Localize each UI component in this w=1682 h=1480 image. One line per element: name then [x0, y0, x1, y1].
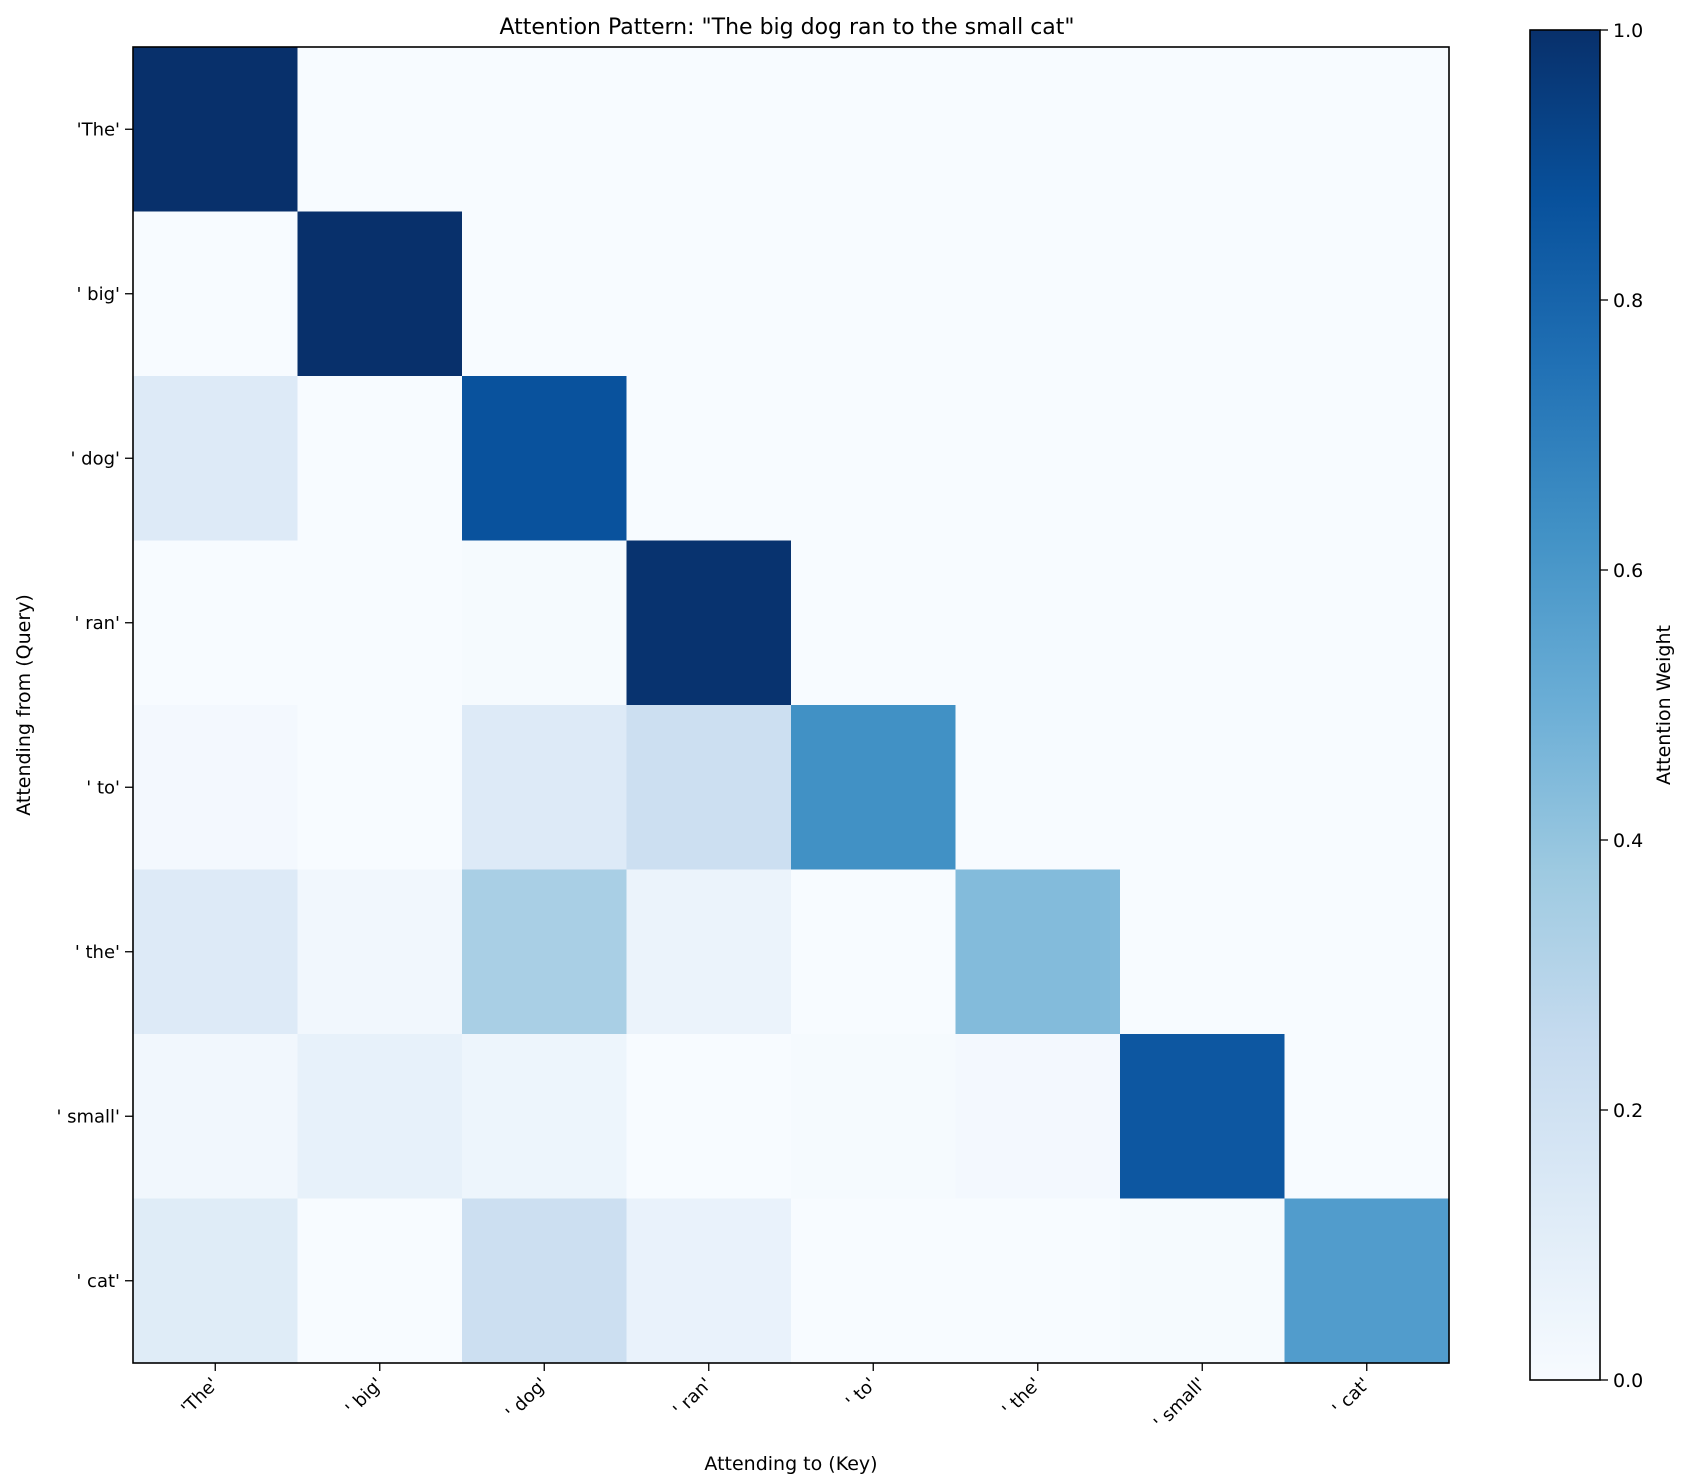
heatmap-cell	[133, 705, 299, 871]
heatmap-cells	[133, 47, 1450, 1364]
y-tick-label: ' dog'	[71, 448, 120, 469]
heatmap-cell	[1284, 705, 1450, 871]
heatmap-cell	[1120, 1198, 1286, 1364]
y-axis: 'The' ' big' ' dog' ' ran' ' to' ' the' ' smal…	[56, 119, 133, 1292]
x-tick-label: ' dog'	[502, 1374, 552, 1424]
heatmap-cell	[133, 1198, 299, 1364]
y-axis-label: Attending from (Query)	[13, 594, 35, 816]
heatmap-cell	[1284, 376, 1450, 542]
x-tick-label: 'The'	[177, 1374, 223, 1420]
heatmap-cell	[791, 540, 957, 706]
colorbar-gradient	[1530, 30, 1600, 1380]
heatmap-cell	[626, 705, 792, 871]
heatmap-cell	[133, 869, 299, 1035]
heatmap-cell	[626, 1198, 792, 1364]
heatmap-cell	[133, 540, 299, 706]
heatmap-cell	[462, 540, 628, 706]
colorbar-tick-label: 1.0	[1613, 20, 1643, 42]
heatmap-cell	[462, 47, 628, 213]
heatmap-cell	[626, 376, 792, 542]
heatmap-cell	[462, 1198, 628, 1364]
heatmap-cell	[1284, 540, 1450, 706]
plot-frame	[132, 46, 1450, 1364]
heatmap-cell	[133, 1034, 299, 1200]
colorbar-tick-label: 0.0	[1613, 1370, 1643, 1392]
heatmap-cell	[626, 869, 792, 1035]
heatmap-cell	[462, 869, 628, 1035]
x-tick-label: ' cat'	[1329, 1374, 1375, 1420]
x-tick-label: ' to'	[842, 1374, 881, 1413]
heatmap-cell	[297, 211, 463, 377]
heatmap-cell	[297, 540, 463, 706]
heatmap-cell	[297, 869, 463, 1035]
heatmap-cell	[297, 47, 463, 213]
heatmap-cell	[955, 47, 1121, 213]
heatmap-cell	[297, 1198, 463, 1364]
y-tick-label: ' to'	[86, 777, 120, 798]
heatmap-cell	[1284, 211, 1450, 377]
heatmap-cell	[1120, 869, 1286, 1035]
heatmap-cell	[1284, 1198, 1450, 1364]
y-tick-label: 'The'	[77, 119, 120, 140]
heatmap-cell	[955, 705, 1121, 871]
heatmap-cell	[791, 705, 957, 871]
y-tick-label: ' ran'	[75, 613, 120, 634]
colorbar-label: Attention Weight	[1653, 625, 1675, 785]
heatmap-cell	[462, 705, 628, 871]
heatmap-cell	[791, 211, 957, 377]
colorbar-tick-label: 0.4	[1613, 830, 1643, 852]
y-tick-label: ' small'	[56, 1106, 120, 1127]
heatmap-cell	[133, 376, 299, 542]
heatmap-cell	[626, 540, 792, 706]
heatmap-cell	[462, 376, 628, 542]
heatmap-cell	[791, 47, 957, 213]
heatmap-cell	[1120, 705, 1286, 871]
x-tick-label: ' small'	[1150, 1374, 1210, 1434]
heatmap-cell	[297, 1034, 463, 1200]
heatmap-cell	[626, 211, 792, 377]
heatmap-cell	[462, 1034, 628, 1200]
heatmap-cell	[791, 1034, 957, 1200]
heatmap-cell	[955, 376, 1121, 542]
heatmap-cell	[462, 211, 628, 377]
chart-title: Attention Pattern: "The big dog ran to t…	[499, 15, 1074, 40]
heatmap-cell	[1284, 869, 1450, 1035]
heatmap-cell	[1120, 211, 1286, 377]
colorbar-frame	[1529, 29, 1601, 1381]
heatmap-cell	[791, 376, 957, 542]
colorbar-axis: 0.0 0.2 0.4 0.6 0.8 1.0	[1600, 20, 1643, 1392]
heatmap-cell	[1120, 540, 1286, 706]
heatmap-cell	[297, 376, 463, 542]
x-axis-label: Attending to (Key)	[704, 1453, 877, 1475]
x-tick-label: ' ran'	[669, 1374, 716, 1421]
heatmap-cell	[1284, 47, 1450, 213]
x-axis: 'The' ' big' ' dog' ' ran' ' to' ' the' ' smal…	[177, 1363, 1374, 1433]
heatmap-cell	[955, 869, 1121, 1035]
heatmap-cell	[626, 1034, 792, 1200]
heatmap-cell	[133, 47, 299, 213]
heatmap-cell	[791, 1198, 957, 1364]
y-tick-label: ' big'	[77, 284, 120, 305]
heatmap-cell	[955, 540, 1121, 706]
heatmap-cell	[1284, 1034, 1450, 1200]
heatmap-cell	[955, 211, 1121, 377]
heatmap-cell	[955, 1198, 1121, 1364]
heatmap-cell	[297, 705, 463, 871]
heatmap-cell	[133, 211, 299, 377]
heatmap-cell	[1120, 376, 1286, 542]
heatmap-cell	[1120, 47, 1286, 213]
colorbar-tick-label: 0.8	[1613, 290, 1643, 312]
x-tick-label: ' big'	[342, 1374, 388, 1420]
heatmap-cell	[626, 47, 792, 213]
heatmap-cell	[791, 869, 957, 1035]
colorbar-tick-label: 0.2	[1613, 1100, 1643, 1122]
colorbar-tick-label: 0.6	[1613, 560, 1643, 582]
heatmap-cell	[955, 1034, 1121, 1200]
y-tick-label: ' the'	[75, 942, 120, 963]
x-tick-label: ' the'	[998, 1374, 1045, 1421]
y-tick-label: ' cat'	[76, 1271, 120, 1292]
heatmap-cell	[1120, 1034, 1286, 1200]
